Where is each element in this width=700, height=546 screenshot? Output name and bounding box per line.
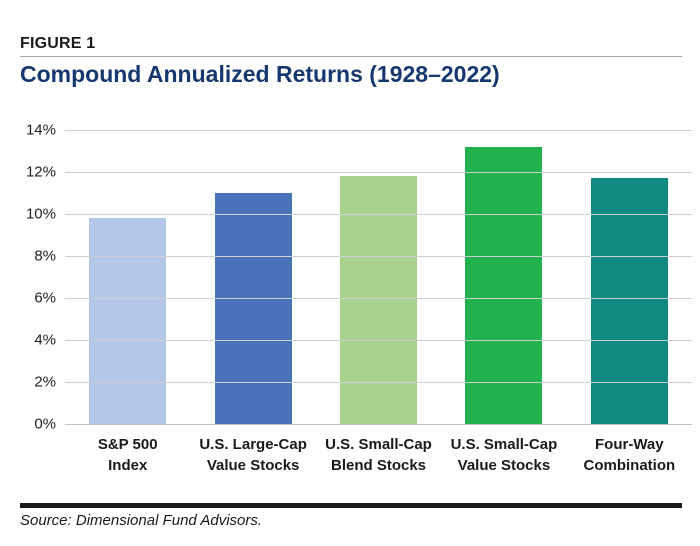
chart-title: Compound Annualized Returns (1928–2022) bbox=[20, 61, 500, 87]
y-tick-label: 6% bbox=[34, 289, 56, 307]
bars-group bbox=[65, 130, 692, 424]
x-category-label: Four-Way Combination bbox=[583, 436, 676, 474]
y-tick-label: 4% bbox=[34, 331, 56, 349]
y-tick-label: 2% bbox=[34, 373, 56, 391]
gridline bbox=[65, 172, 692, 173]
y-tick-label: 14% bbox=[25, 121, 56, 139]
gridline bbox=[65, 130, 692, 131]
bar-1 bbox=[89, 218, 167, 424]
plot-area bbox=[65, 130, 692, 425]
y-tick-label: 8% bbox=[34, 247, 56, 265]
x-category-label: U.S. Small-Cap Value Stocks bbox=[450, 436, 558, 474]
x-axis-labels: S&P 500 Index U.S. Large-Cap Value Stocks… bbox=[65, 434, 692, 476]
gridline bbox=[65, 424, 692, 425]
x-category-label: U.S. Large-Cap Value Stocks bbox=[199, 436, 307, 474]
bar-2 bbox=[214, 193, 292, 424]
gridline bbox=[65, 256, 692, 257]
bar-4 bbox=[465, 146, 543, 424]
source-text: Source: Dimensional Fund Advisors. bbox=[20, 512, 263, 529]
gridline bbox=[65, 382, 692, 383]
bar-5 bbox=[590, 178, 668, 424]
y-tick-label: 12% bbox=[25, 163, 56, 181]
gridline bbox=[65, 214, 692, 215]
y-tick-label: 10% bbox=[25, 205, 56, 223]
figure-label: FIGURE 1 bbox=[20, 35, 96, 52]
y-tick-label: 0% bbox=[34, 415, 56, 433]
gridline bbox=[65, 340, 692, 341]
y-axis: 14% 12% 10% 8% 6% 4% 2% 0% bbox=[0, 122, 56, 433]
x-category-label: U.S. Small-Cap Blend Stocks bbox=[325, 436, 432, 474]
figure-label-underline bbox=[20, 56, 682, 57]
x-category-label: S&P 500 Index bbox=[97, 436, 158, 474]
gridline bbox=[65, 298, 692, 299]
source-divider-rule bbox=[20, 503, 682, 508]
